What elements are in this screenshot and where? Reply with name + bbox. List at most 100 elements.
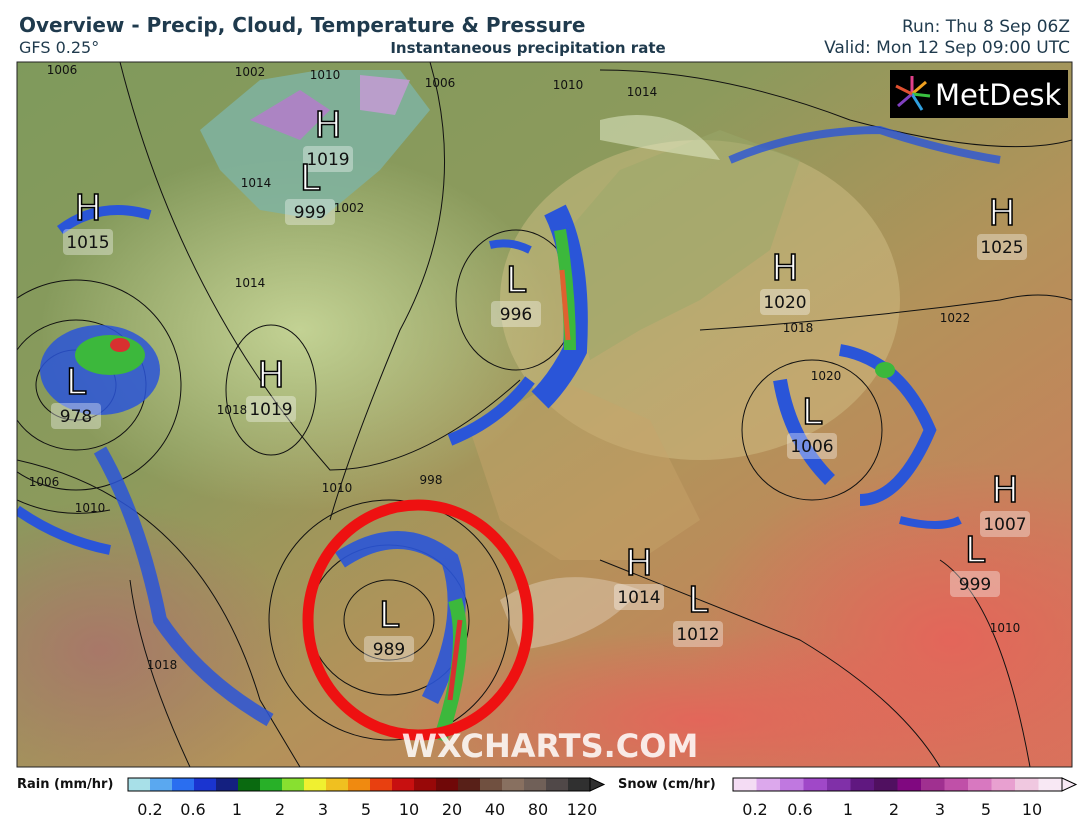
snow-tick-label: 0.2 xyxy=(742,800,767,819)
rain-colorbar-cell xyxy=(194,778,217,791)
snow-tick-label: 10 xyxy=(1022,800,1042,819)
pressure-center-letter: H xyxy=(991,470,1018,511)
pressure-value-box xyxy=(673,621,723,647)
pressure-value-box xyxy=(787,433,837,459)
pressure-value: 1012 xyxy=(676,625,719,645)
pressure-value: 1006 xyxy=(790,437,833,457)
pressure-center-letter: H xyxy=(625,543,652,584)
snow-tick-label: 5 xyxy=(981,800,991,819)
rain-colorbar-cell xyxy=(282,778,305,791)
rain-tick-label: 120 xyxy=(567,800,598,819)
rain-tick-label: 10 xyxy=(399,800,419,819)
rain-colorbar-cell xyxy=(392,778,415,791)
pressure-value: 1014 xyxy=(617,588,660,608)
snow-colorbar-cell xyxy=(803,778,828,791)
pressure-center-letter: L xyxy=(379,595,399,636)
rain-colorbar-cell xyxy=(436,778,459,791)
snow-colorbar-cell xyxy=(1015,778,1039,791)
snow-colorbar-cell-arrow xyxy=(1061,777,1078,792)
rain-tick-label: 20 xyxy=(442,800,462,819)
rain-colorbar-cell-arrow xyxy=(589,777,606,792)
snow-colorbar-cell xyxy=(1038,778,1063,791)
isobar-label: 1018 xyxy=(783,321,814,335)
isobar-label: 1006 xyxy=(425,76,456,90)
isobar-label: 1006 xyxy=(47,63,78,77)
snow-tick-label: 0.6 xyxy=(787,800,812,819)
snow-legend-title: Snow (cm/hr) xyxy=(618,777,716,792)
isobar-label: 1010 xyxy=(75,501,106,515)
rain-colorbar-cell xyxy=(172,778,195,791)
rain-tick-label: 40 xyxy=(485,800,505,819)
snow-colorbar-cell xyxy=(968,778,992,791)
pressure-center-letter: H xyxy=(74,188,101,229)
rain-colorbar-cell xyxy=(348,778,371,791)
isobar-label: 1002 xyxy=(334,201,365,215)
pressure-center-letter: L xyxy=(965,530,985,571)
map: 1006 1002 1010 1006 1010 1014 1014 1002 1014 1018… xyxy=(17,62,1072,767)
pressure-value: 1007 xyxy=(983,515,1026,535)
rain-colorbar-cell xyxy=(414,778,437,791)
rain-colorbar-cell xyxy=(458,778,481,791)
pressure-center-letter: L xyxy=(300,158,320,199)
pressure-value-box xyxy=(246,396,296,422)
pressure-value-box xyxy=(760,289,810,315)
pressure-value-box xyxy=(51,403,101,429)
rain-colorbar-cell xyxy=(128,778,151,791)
rain-colorbar-cell xyxy=(546,778,569,791)
subtitle: Instantaneous precipitation rate xyxy=(390,39,665,57)
title: Overview - Precip, Cloud, Temperature & … xyxy=(19,13,585,37)
pressure-value-box xyxy=(614,584,664,610)
pressure-value: 978 xyxy=(60,407,92,427)
snow-colorbar-cell xyxy=(827,778,851,791)
isobar-label: 1010 xyxy=(553,78,584,92)
pressure-value: 1019 xyxy=(306,150,349,170)
snow-tick-label: 3 xyxy=(935,800,945,819)
pressure-value-box xyxy=(950,571,1000,597)
rain-tick-label: 0.2 xyxy=(137,800,162,819)
isobar-label: 1014 xyxy=(241,176,272,190)
pressure-value-box xyxy=(63,229,113,255)
rain-colorbar-cell xyxy=(216,778,239,791)
isobar-label: 1010 xyxy=(990,621,1021,635)
isobar-label: 1018 xyxy=(217,403,248,417)
snow-tick-label: 1 xyxy=(843,800,853,819)
logo-mark xyxy=(895,76,931,111)
pressure-center-letter: L xyxy=(506,260,526,301)
pressure-value-box xyxy=(364,636,414,662)
pressure-value: 1015 xyxy=(66,233,109,253)
pressure-center-letter: H xyxy=(314,105,341,146)
pressure-center-letter: L xyxy=(66,362,86,403)
isobar-label: 1020 xyxy=(811,369,842,383)
snow-colorbar-cell xyxy=(780,778,804,791)
snow-colorbar-cell xyxy=(921,778,945,791)
rain-colorbar-cell xyxy=(502,778,525,791)
pressure-center-letter: L xyxy=(688,580,708,621)
isobar-label: 1014 xyxy=(235,276,266,290)
pressure-center-letter: L xyxy=(802,392,822,433)
isobar-label: 1022 xyxy=(940,311,971,325)
watermark: WXCHARTS.COM xyxy=(402,727,699,765)
snow-colorbar-cell xyxy=(897,778,922,791)
snow-colorbar-cell xyxy=(874,778,898,791)
pressure-center-letter: H xyxy=(988,193,1015,234)
snow-tick-label: 2 xyxy=(889,800,899,819)
pressure-value: 1019 xyxy=(249,400,292,420)
pressure-value-box xyxy=(285,199,335,225)
pressure-center-letter: H xyxy=(257,355,284,396)
isobar-label: 998 xyxy=(420,473,443,487)
isobar-label: 1010 xyxy=(322,481,353,495)
rain-colorbar-cell xyxy=(480,778,503,791)
snow-colorbar-cell xyxy=(991,778,1016,791)
rain-colorbar-cell xyxy=(150,778,173,791)
pressure-value-box xyxy=(980,511,1030,537)
valid: Valid: Mon 12 Sep 09:00 UTC xyxy=(824,38,1070,58)
isobar-label: 1006 xyxy=(29,475,60,489)
pressure-value: 999 xyxy=(959,575,991,595)
isobar-label: 1014 xyxy=(627,85,658,99)
rain-tick-label: 0.6 xyxy=(180,800,205,819)
pressure-value: 1020 xyxy=(763,293,806,313)
pressure-value-box xyxy=(977,234,1027,260)
rain-colorbar-cell xyxy=(568,778,591,791)
snow-colorbar-cell xyxy=(733,778,757,791)
